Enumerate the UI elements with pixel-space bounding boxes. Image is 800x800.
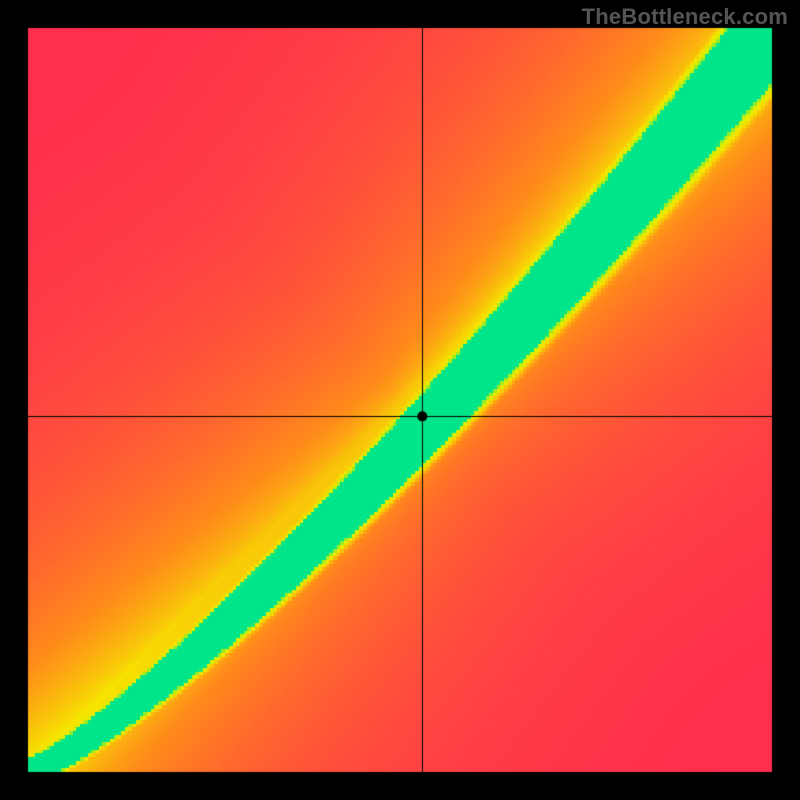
watermark-text: TheBottleneck.com <box>582 4 788 30</box>
crosshair-overlay <box>0 0 800 800</box>
chart-container: TheBottleneck.com <box>0 0 800 800</box>
